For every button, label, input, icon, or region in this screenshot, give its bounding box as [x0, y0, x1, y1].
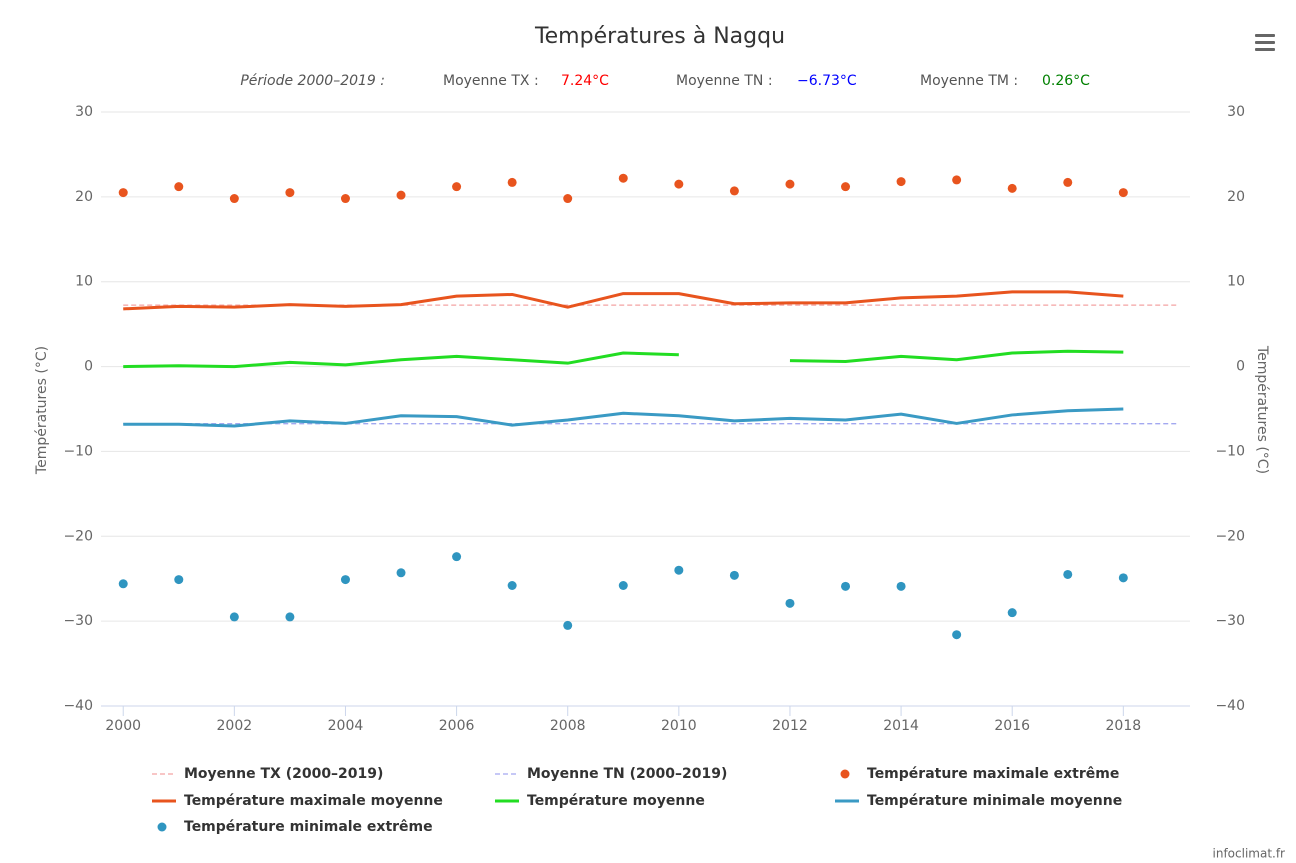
point	[785, 598, 795, 608]
point	[729, 186, 739, 196]
subtitle-label: Moyenne TX :	[443, 73, 539, 89]
point	[1007, 183, 1017, 193]
subtitle-value: 0.26°C	[1042, 73, 1090, 89]
y-tick-label: 20	[75, 189, 93, 205]
series-line	[123, 290, 1124, 311]
point	[174, 182, 184, 192]
y2-tick-label: −20	[1215, 528, 1245, 544]
x-tick-label: 2002	[217, 718, 253, 734]
x-tick-label: 2000	[105, 718, 141, 734]
y-tick-label: −20	[63, 528, 93, 544]
point	[1118, 188, 1128, 198]
x-tick-label: 2012	[772, 718, 808, 734]
x-tick-label: 2006	[439, 718, 475, 734]
point	[396, 190, 406, 200]
legend-marker	[840, 769, 850, 779]
point	[841, 581, 851, 591]
series-line	[123, 407, 1124, 428]
x-tick-label: 2016	[994, 718, 1030, 734]
y-tick-label: 10	[75, 274, 93, 290]
legend-label: Moyenne TX (2000–2019)	[184, 766, 383, 782]
y2-tick-label: −40	[1215, 698, 1245, 714]
point	[785, 179, 795, 189]
point	[229, 612, 239, 622]
point	[1063, 569, 1073, 579]
y2-tick-label: 10	[1227, 274, 1245, 290]
subtitle-label: Moyenne TN :	[676, 73, 773, 89]
point	[618, 581, 628, 591]
menu-bar[interactable]	[1255, 41, 1275, 44]
point	[174, 575, 184, 585]
subtitle-period: Période 2000–2019 :	[240, 73, 385, 89]
subtitle-value: 7.24°C	[561, 73, 609, 89]
y-axis-title: Températures (°C)	[34, 346, 50, 475]
x-tick-label: 2010	[661, 718, 697, 734]
point	[285, 612, 295, 622]
point	[729, 570, 739, 580]
point	[229, 194, 239, 204]
point	[674, 565, 684, 575]
legend-label: Température minimale extrême	[184, 819, 433, 835]
y-tick-label: −30	[63, 613, 93, 629]
menu-bar[interactable]	[1255, 48, 1275, 51]
legend-label: Température moyenne	[527, 793, 705, 809]
y-tick-label: −10	[63, 443, 93, 459]
y2-axis-title: Températures (°C)	[1254, 345, 1270, 474]
x-tick-label: 2004	[328, 718, 364, 734]
point	[452, 552, 462, 562]
x-tick-label: 2018	[1106, 718, 1142, 734]
point	[396, 568, 406, 578]
point	[563, 620, 573, 630]
y2-tick-label: 30	[1227, 104, 1245, 120]
y-tick-label: 0	[84, 359, 93, 375]
y2-tick-label: 20	[1227, 189, 1245, 205]
subtitle-label: Moyenne TM :	[920, 73, 1018, 89]
point	[1063, 177, 1073, 187]
x-tick-label: 2014	[883, 718, 919, 734]
legend-marker	[157, 822, 167, 832]
point	[507, 581, 517, 591]
point	[118, 579, 128, 589]
y2-tick-label: 0	[1236, 359, 1245, 375]
point	[1007, 608, 1017, 618]
legend-label: Température maximale extrême	[867, 766, 1119, 782]
legend-label: Température maximale moyenne	[184, 793, 443, 809]
y2-tick-label: −10	[1215, 443, 1245, 459]
credits: infoclimat.fr	[1213, 847, 1286, 861]
legend-label: Température minimale moyenne	[867, 793, 1122, 809]
y-tick-label: 30	[75, 104, 93, 120]
point	[952, 175, 962, 185]
point	[340, 194, 350, 204]
x-tick-label: 2008	[550, 718, 586, 734]
point	[340, 575, 350, 585]
point	[952, 630, 962, 640]
y-tick-label: −40	[63, 698, 93, 714]
point	[618, 173, 628, 183]
point	[563, 194, 573, 204]
point	[507, 177, 517, 187]
point	[896, 177, 906, 187]
y2-tick-label: −30	[1215, 613, 1245, 629]
point	[452, 182, 462, 192]
menu-bar[interactable]	[1255, 34, 1275, 37]
chart-title: Températures à Nagqu	[534, 24, 785, 49]
subtitle-value: −6.73°C	[797, 73, 857, 89]
series-line	[123, 349, 1124, 369]
menu-button[interactable]	[1250, 30, 1280, 56]
point	[285, 188, 295, 198]
point	[118, 188, 128, 198]
point	[841, 182, 851, 192]
legend-label: Moyenne TN (2000–2019)	[527, 766, 727, 782]
point	[674, 179, 684, 189]
point	[896, 581, 906, 591]
point	[1118, 573, 1128, 583]
